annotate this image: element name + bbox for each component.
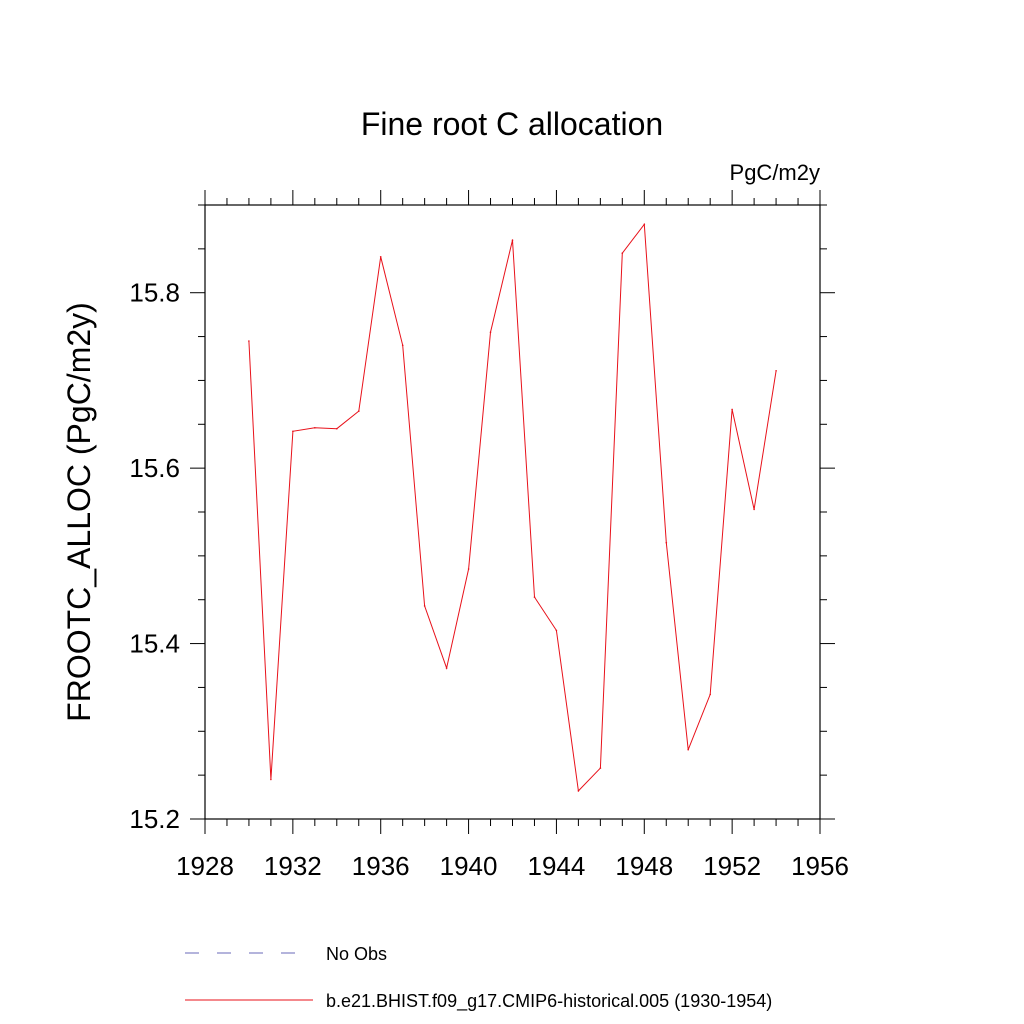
data-point — [489, 331, 492, 334]
data-point — [314, 427, 316, 429]
data-point — [643, 223, 646, 226]
x-tick-label: 1932 — [264, 851, 322, 881]
data-point — [665, 541, 668, 544]
data-point — [577, 790, 580, 792]
x-tick-label: 1956 — [791, 851, 849, 881]
data-point — [533, 596, 536, 598]
data-point — [248, 340, 250, 342]
chart-title: Fine root C allocation — [361, 106, 663, 142]
data-point — [511, 239, 514, 241]
data-point — [358, 410, 360, 412]
x-tick-label: 1940 — [440, 851, 498, 881]
data-point — [753, 508, 755, 511]
data-point — [621, 252, 624, 254]
data-point — [555, 629, 558, 632]
legend-label-model-run: b.e21.BHIST.f09_g17.CMIP6-historical.005… — [326, 991, 772, 1012]
y-tick-label: 15.6 — [129, 453, 180, 483]
axis-ticks — [190, 190, 835, 834]
units-label: PgC/m2y — [730, 160, 820, 185]
data-point — [445, 667, 448, 669]
legend-label-no-obs: No Obs — [326, 944, 387, 964]
series-line-1 — [248, 222, 777, 792]
plot-frame — [204, 204, 821, 820]
x-tick-label: 1928 — [176, 851, 234, 881]
y-tick-label: 15.8 — [129, 278, 180, 308]
data-point — [270, 778, 272, 781]
x-tick-label: 1944 — [528, 851, 586, 881]
data-point — [423, 605, 426, 607]
y-tick-label: 15.4 — [129, 629, 180, 659]
data-point — [731, 408, 733, 411]
data-point — [775, 370, 777, 372]
series-layer — [248, 222, 777, 792]
x-tick-label: 1936 — [352, 851, 410, 881]
data-point — [401, 344, 404, 347]
data-point — [687, 748, 689, 751]
x-tick-label: 1948 — [615, 851, 673, 881]
data-point — [467, 568, 470, 570]
y-tick-labels: 15.2 15.4 15.6 15.8 — [129, 278, 180, 834]
x-tick-labels: 1928 1932 1936 1940 1944 1948 1952 1956 — [176, 851, 849, 881]
data-point — [599, 767, 602, 769]
data-point — [379, 255, 382, 258]
x-tick-label: 1952 — [703, 851, 761, 881]
data-point — [336, 427, 338, 430]
data-point — [709, 693, 711, 696]
legend: No Obs b.e21.BHIST.f09_g17.CMIP6-histori… — [185, 944, 772, 1012]
y-axis-label: FROOTC_ALLOC (PgC/m2y) — [61, 302, 97, 722]
data-point — [292, 430, 294, 433]
y-tick-label: 15.2 — [129, 804, 180, 834]
